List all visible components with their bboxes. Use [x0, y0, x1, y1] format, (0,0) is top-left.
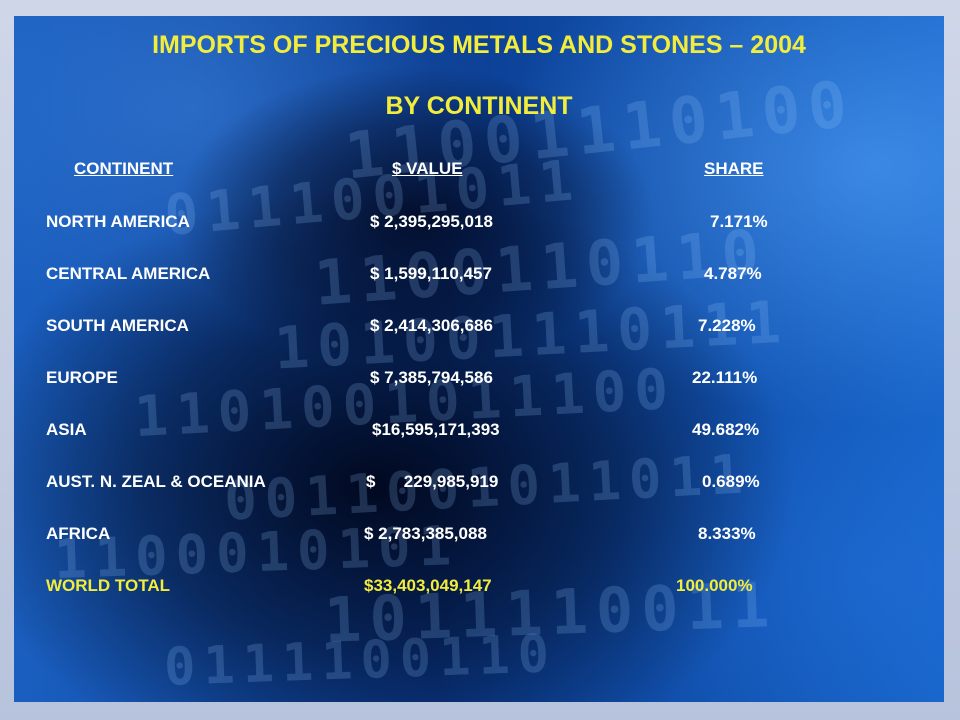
column-header-continent: CONTINENT — [74, 159, 174, 178]
value-cell: $16,595,171,393 — [372, 420, 500, 439]
table-header-row: CONTINENT $ VALUE SHARE — [14, 159, 944, 181]
content-panel: 11001110100 0111001011 1100110110 101001… — [14, 16, 944, 702]
share-cell: 7.171% — [710, 212, 768, 231]
table-row: AUST. N. ZEAL & OCEANIA $ 229,985,919 0.… — [14, 472, 944, 494]
share-cell: 8.333% — [698, 524, 756, 543]
table-row: SOUTH AMERICA $ 2,414,306,686 7.228% — [14, 316, 944, 338]
table-row: ASIA $16,595,171,393 49.682% — [14, 420, 944, 442]
value-cell: $ 2,783,385,088 — [364, 524, 487, 543]
share-cell: 49.682% — [692, 420, 760, 439]
page-title: IMPORTS OF PRECIOUS METALS AND STONES – … — [152, 31, 806, 59]
column-header-value: $ VALUE — [392, 159, 463, 178]
share-cell: 0.689% — [702, 472, 760, 491]
continent-cell: EUROPE — [46, 368, 118, 387]
page-subtitle: BY CONTINENT — [385, 92, 573, 120]
continent-cell: CENTRAL AMERICA — [46, 264, 211, 283]
value-cell: $ 1,599,110,457 — [370, 264, 492, 283]
table-row: AFRICA $ 2,783,385,088 8.333% — [14, 524, 944, 546]
continent-cell: AFRICA — [46, 524, 111, 543]
table-row: NORTH AMERICA $ 2,395,295,018 7.171% — [14, 212, 944, 234]
continent-cell: SOUTH AMERICA — [46, 316, 189, 335]
value-cell: $ 229,985,919 — [366, 472, 499, 491]
share-cell: 7.228% — [698, 316, 756, 335]
share-cell: 4.787% — [704, 264, 762, 283]
total-share: 100.000% — [676, 576, 753, 595]
background-binary-digits: 0111100110 — [163, 624, 559, 698]
column-header-share: SHARE — [704, 159, 764, 178]
continent-cell: ASIA — [46, 420, 87, 439]
table-row: EUROPE $ 7,385,794,586 22.111% — [14, 368, 944, 390]
total-value: $33,403,049,147 — [364, 576, 492, 595]
total-row: WORLD TOTAL $33,403,049,147 100.000% — [14, 576, 944, 598]
total-label: WORLD TOTAL — [46, 576, 171, 595]
table-row: CENTRAL AMERICA $ 1,599,110,457 4.787% — [14, 264, 944, 286]
value-cell: $ 7,385,794,586 — [370, 368, 493, 387]
continent-cell: AUST. N. ZEAL & OCEANIA — [46, 472, 266, 491]
share-cell: 22.111% — [692, 368, 758, 387]
value-cell: $ 2,414,306,686 — [370, 316, 493, 335]
continent-cell: NORTH AMERICA — [46, 212, 190, 231]
value-cell: $ 2,395,295,018 — [370, 212, 493, 231]
